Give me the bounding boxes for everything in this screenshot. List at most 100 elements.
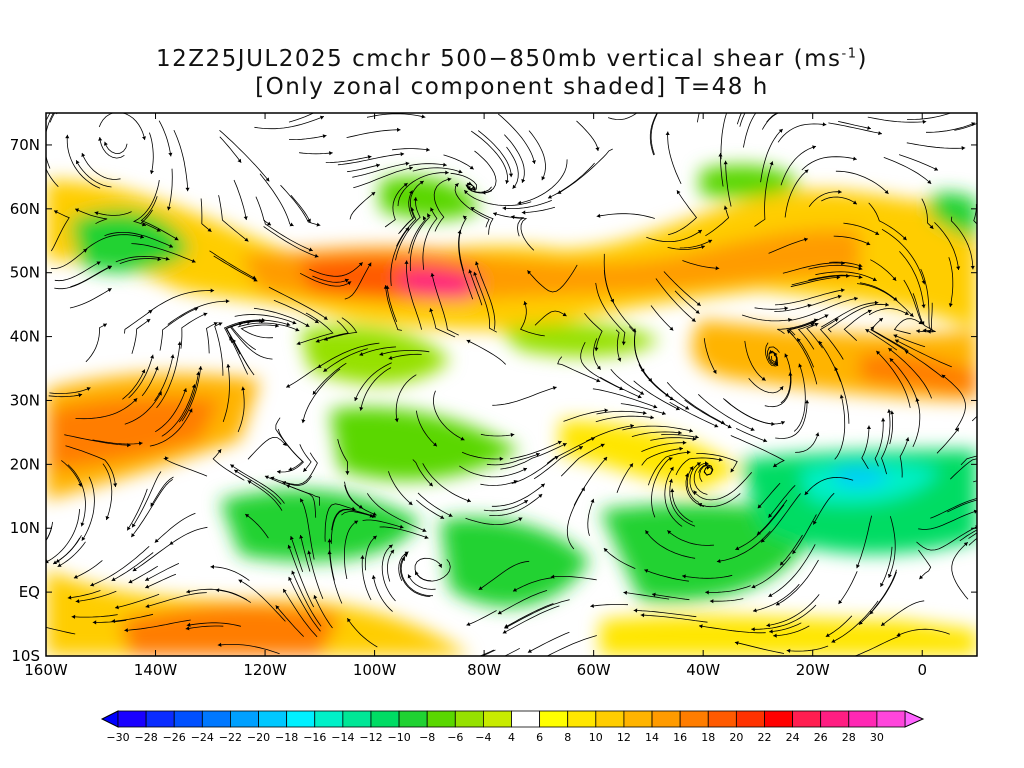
streamline [669, 478, 696, 527]
streamline-arrow [538, 494, 543, 498]
streamline-arrow [427, 213, 431, 218]
streamline [71, 614, 118, 618]
streamline-arrow [92, 620, 97, 625]
lon-label: 80W [467, 661, 501, 679]
streamline [458, 230, 474, 300]
streamline [282, 475, 312, 486]
streamline-arrow [706, 465, 711, 470]
streamline-arrow [723, 205, 728, 210]
colorbar-swatch [117, 710, 147, 728]
streamline [774, 304, 812, 312]
streamline [254, 116, 325, 130]
streamline [268, 286, 328, 321]
streamline-arrow [170, 354, 175, 359]
streamline-arrow [65, 134, 70, 139]
streamline-arrow [885, 302, 889, 307]
streamline-arrow [676, 190, 681, 195]
streamline [81, 476, 95, 541]
streamline [233, 179, 247, 221]
streamline-arrow [884, 190, 889, 194]
lon-label: 40W [686, 661, 720, 679]
streamline-arrow [371, 192, 376, 196]
streamline-arrow [1012, 516, 1015, 520]
streamline [470, 130, 508, 184]
streamline [534, 310, 567, 326]
streamline-arrow [388, 355, 393, 360]
streamline-arrow [715, 266, 720, 271]
streamline-arrow [888, 348, 893, 352]
streamline-arrow [669, 90, 673, 94]
streamline [889, 357, 919, 405]
streamline [650, 305, 674, 331]
streamline [934, 222, 959, 271]
streamline [99, 137, 125, 159]
streamline [67, 464, 86, 527]
streamline-arrow [301, 419, 306, 424]
streamline-arrow [505, 180, 510, 184]
streamline-arrow [691, 317, 696, 322]
streamline [547, 162, 595, 199]
streamline-arrow [838, 189, 842, 194]
streamline [584, 313, 603, 352]
streamline [622, 425, 694, 432]
streamline [264, 219, 313, 252]
streamline-arrow [164, 456, 169, 461]
streamline [916, 302, 934, 333]
streamline [795, 432, 819, 453]
streamline [941, 374, 966, 431]
streamline [689, 462, 702, 496]
streamline [760, 128, 783, 183]
streamline-arrow [751, 627, 755, 632]
colorbar-swatch [820, 710, 850, 728]
streamline-arrow [75, 599, 80, 604]
streamline [607, 113, 638, 121]
streamline-arrow [623, 590, 628, 595]
streamline [697, 113, 700, 123]
streamline [693, 463, 709, 495]
streamline [399, 553, 431, 597]
streamline-arrow [735, 546, 740, 551]
streamline-arrow [426, 147, 430, 152]
streamline-arrow [86, 387, 91, 391]
streamline-arrow [705, 461, 709, 466]
streamline-arrow [807, 303, 812, 308]
streamline-arrow [131, 533, 135, 538]
streamline-arrow [57, 563, 62, 567]
streamline [754, 307, 789, 310]
streamline [641, 442, 687, 452]
streamline-arrow [686, 450, 691, 455]
streamline-arrow [1015, 518, 1018, 522]
streamline-arrow [286, 322, 291, 327]
streamline [881, 228, 925, 285]
streamline [725, 160, 732, 207]
streamline-arrow [1012, 497, 1016, 501]
streamline-arrow [629, 463, 633, 468]
streamline-arrow [640, 613, 645, 618]
streamline-arrow [784, 306, 789, 311]
streamline-arrow [115, 605, 119, 610]
streamline-arrow [757, 531, 761, 535]
streamline [124, 391, 162, 425]
streamline-arrow [225, 299, 230, 304]
streamline-arrow [186, 622, 191, 627]
streamline-arrow [317, 364, 322, 368]
streamline-arrow [468, 269, 473, 274]
colorbar-swatch [651, 710, 681, 728]
streamline-arrow [145, 604, 150, 608]
streamline-arrow [836, 275, 841, 280]
streamline [736, 428, 768, 442]
streamline [379, 526, 429, 539]
streamline-arrow [682, 440, 687, 445]
streamline-arrow [552, 386, 557, 390]
streamline-arrow [734, 641, 739, 646]
streamline [178, 371, 200, 423]
streamline [209, 250, 257, 280]
streamline-arrow [902, 236, 907, 241]
streamline-arrow [769, 629, 773, 634]
streamline [766, 113, 779, 123]
streamline [899, 437, 909, 478]
streamline-arrow [146, 319, 151, 323]
streamline [790, 276, 841, 288]
streamline [898, 154, 939, 171]
streamline [206, 322, 218, 354]
